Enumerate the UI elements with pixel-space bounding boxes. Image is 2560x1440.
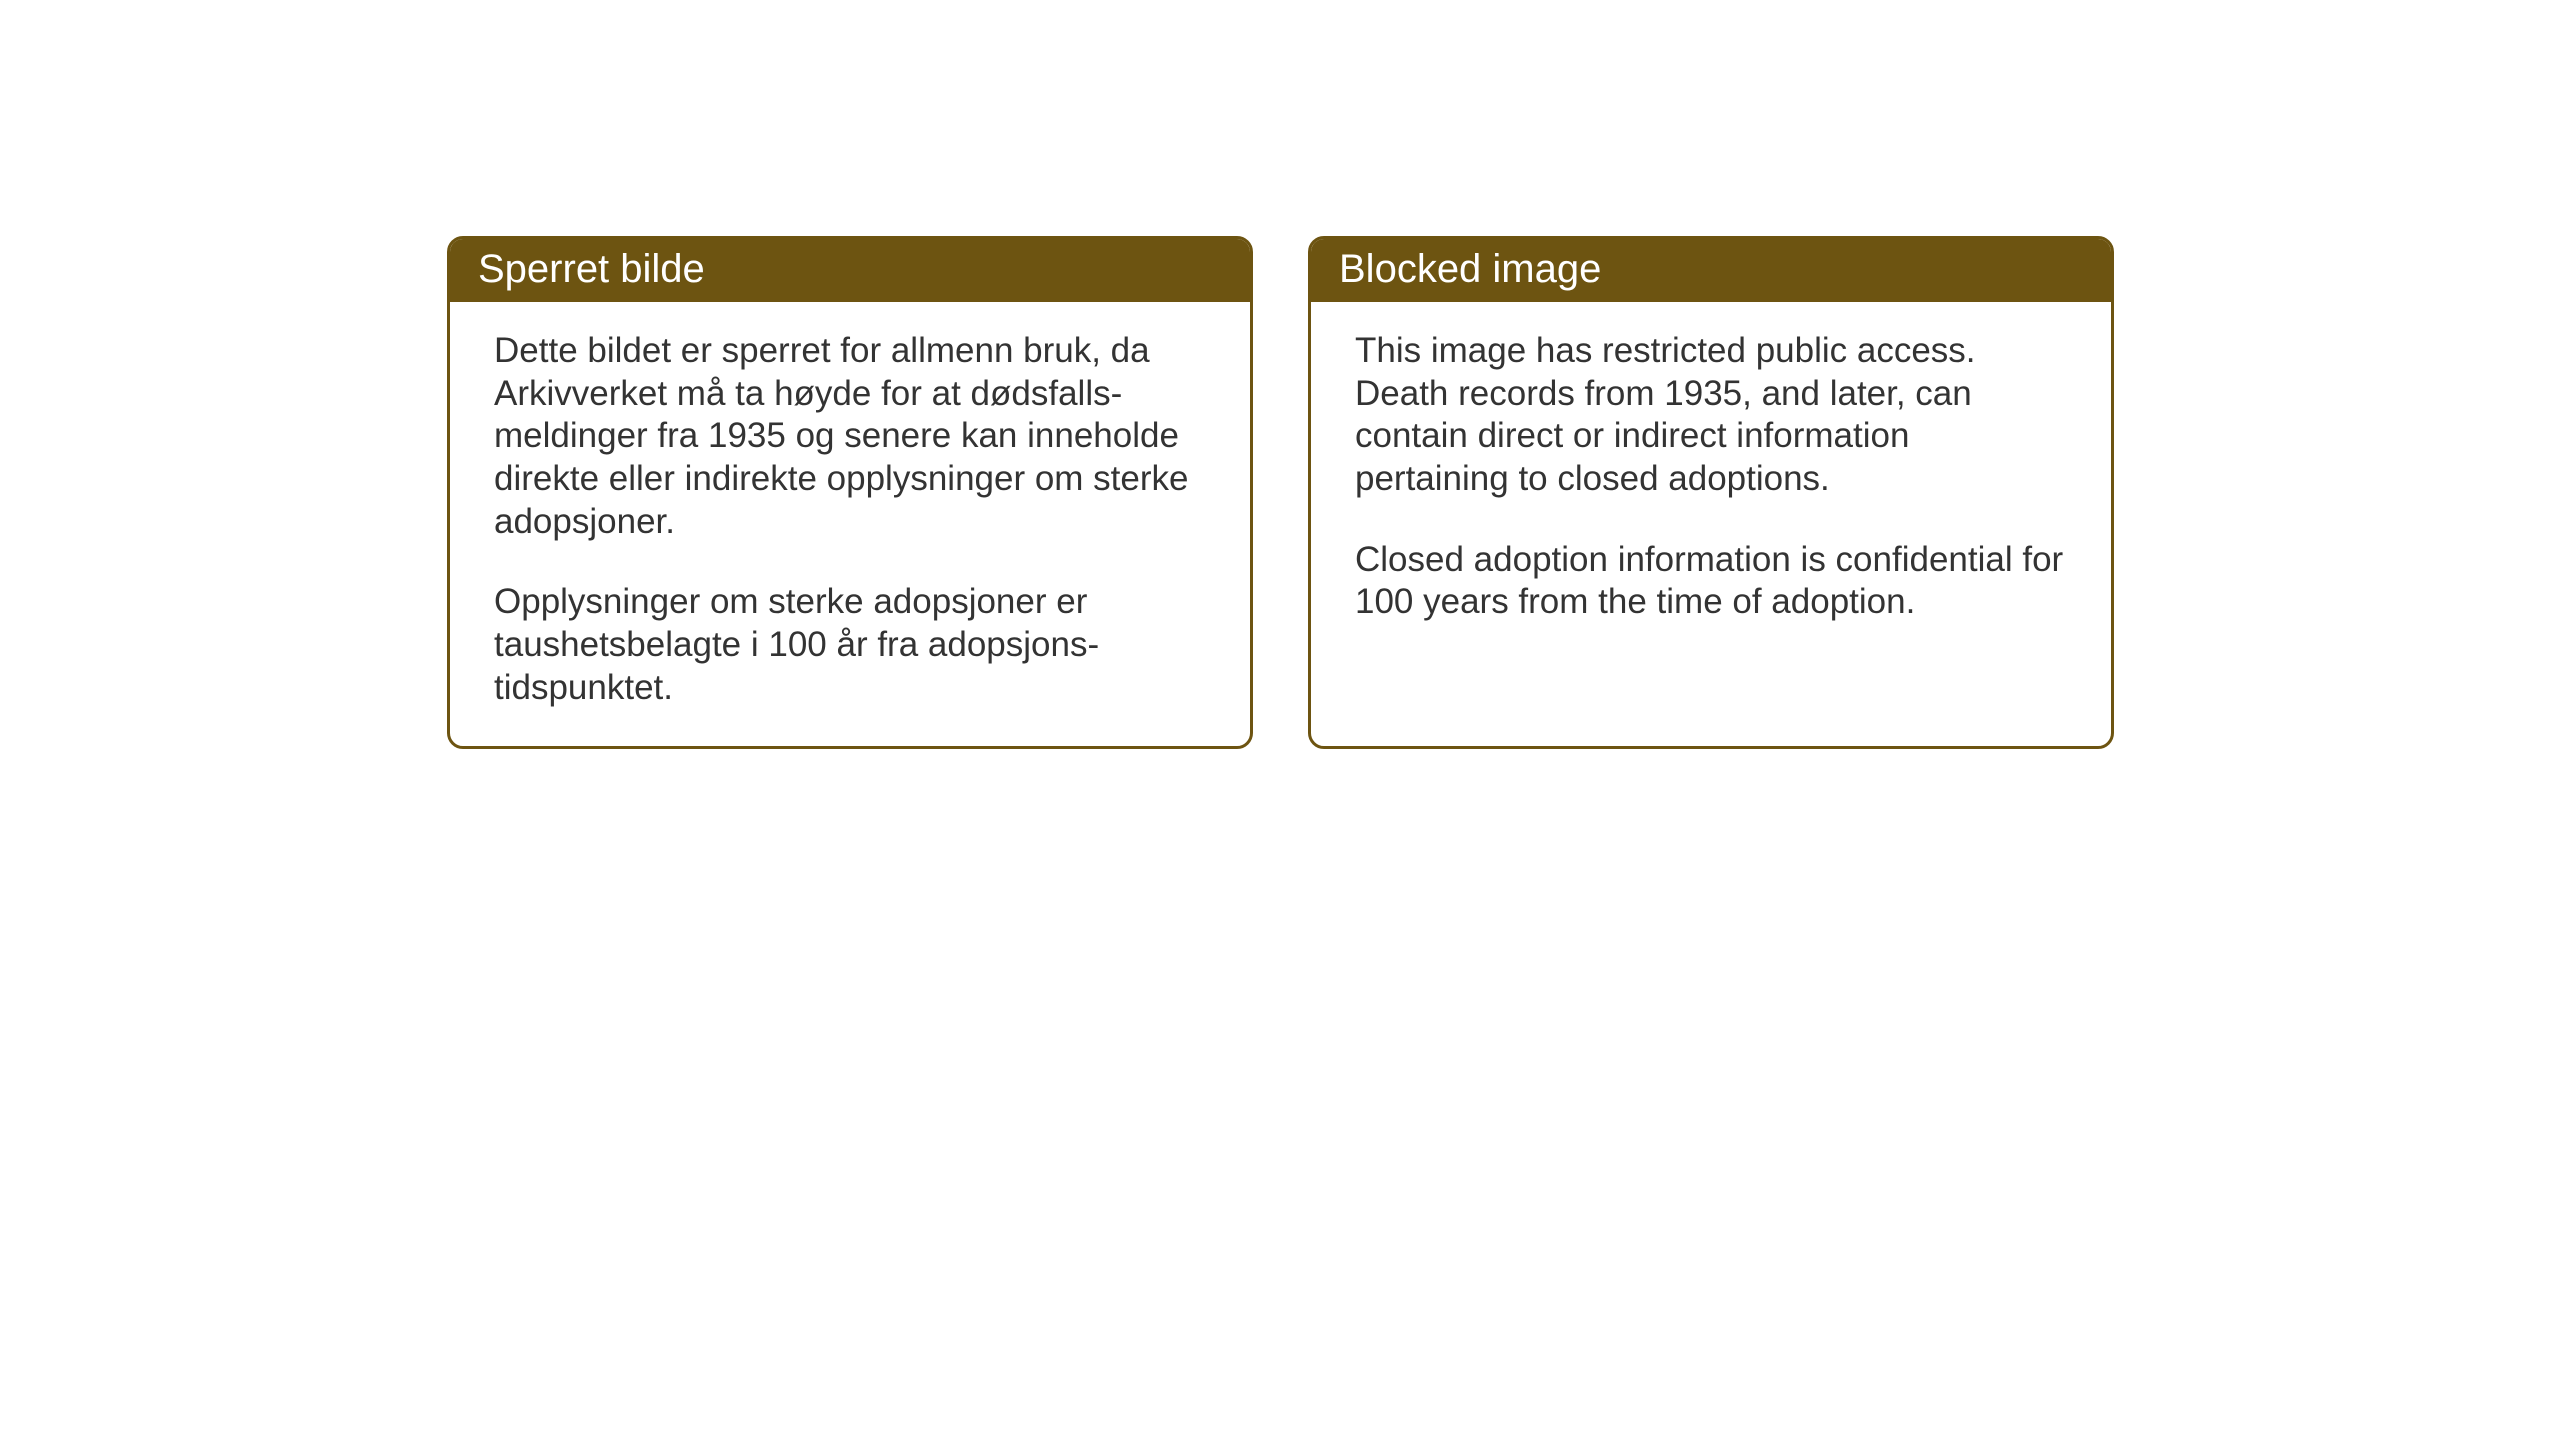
card-title-english: Blocked image	[1339, 247, 1601, 291]
notice-card-norwegian: Sperret bilde Dette bildet er sperret fo…	[447, 236, 1253, 749]
card-body-norwegian: Dette bildet er sperret for allmenn bruk…	[450, 302, 1250, 746]
notice-card-english: Blocked image This image has restricted …	[1308, 236, 2114, 749]
card-title-norwegian: Sperret bilde	[478, 247, 705, 291]
card-header-english: Blocked image	[1311, 239, 2111, 302]
card-paragraph-2-english: Closed adoption information is confident…	[1355, 539, 2067, 624]
card-header-norwegian: Sperret bilde	[450, 239, 1250, 302]
card-paragraph-1-english: This image has restricted public access.…	[1355, 330, 2067, 501]
notice-container: Sperret bilde Dette bildet er sperret fo…	[447, 236, 2114, 749]
card-body-english: This image has restricted public access.…	[1311, 302, 2111, 660]
card-paragraph-2-norwegian: Opplysninger om sterke adopsjoner er tau…	[494, 581, 1206, 709]
card-paragraph-1-norwegian: Dette bildet er sperret for allmenn bruk…	[494, 330, 1206, 543]
